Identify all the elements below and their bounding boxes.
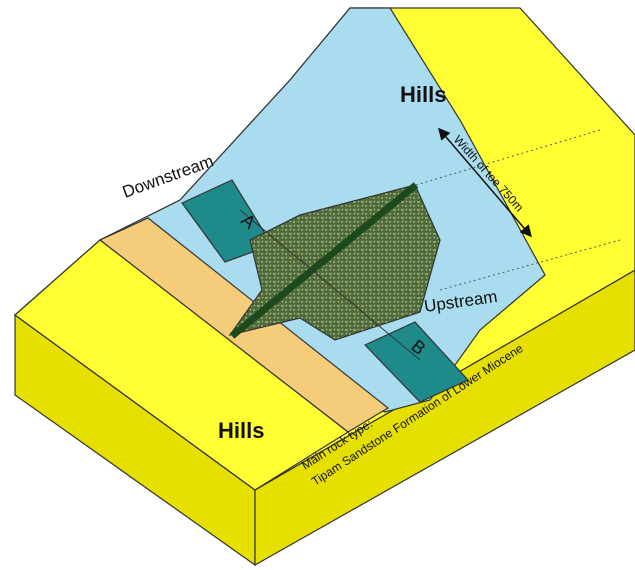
label: Hills	[218, 418, 264, 443]
dam-diagram: Hills Hills Downstream Upstream Width of…	[0, 0, 635, 570]
label: Hills	[400, 82, 446, 107]
